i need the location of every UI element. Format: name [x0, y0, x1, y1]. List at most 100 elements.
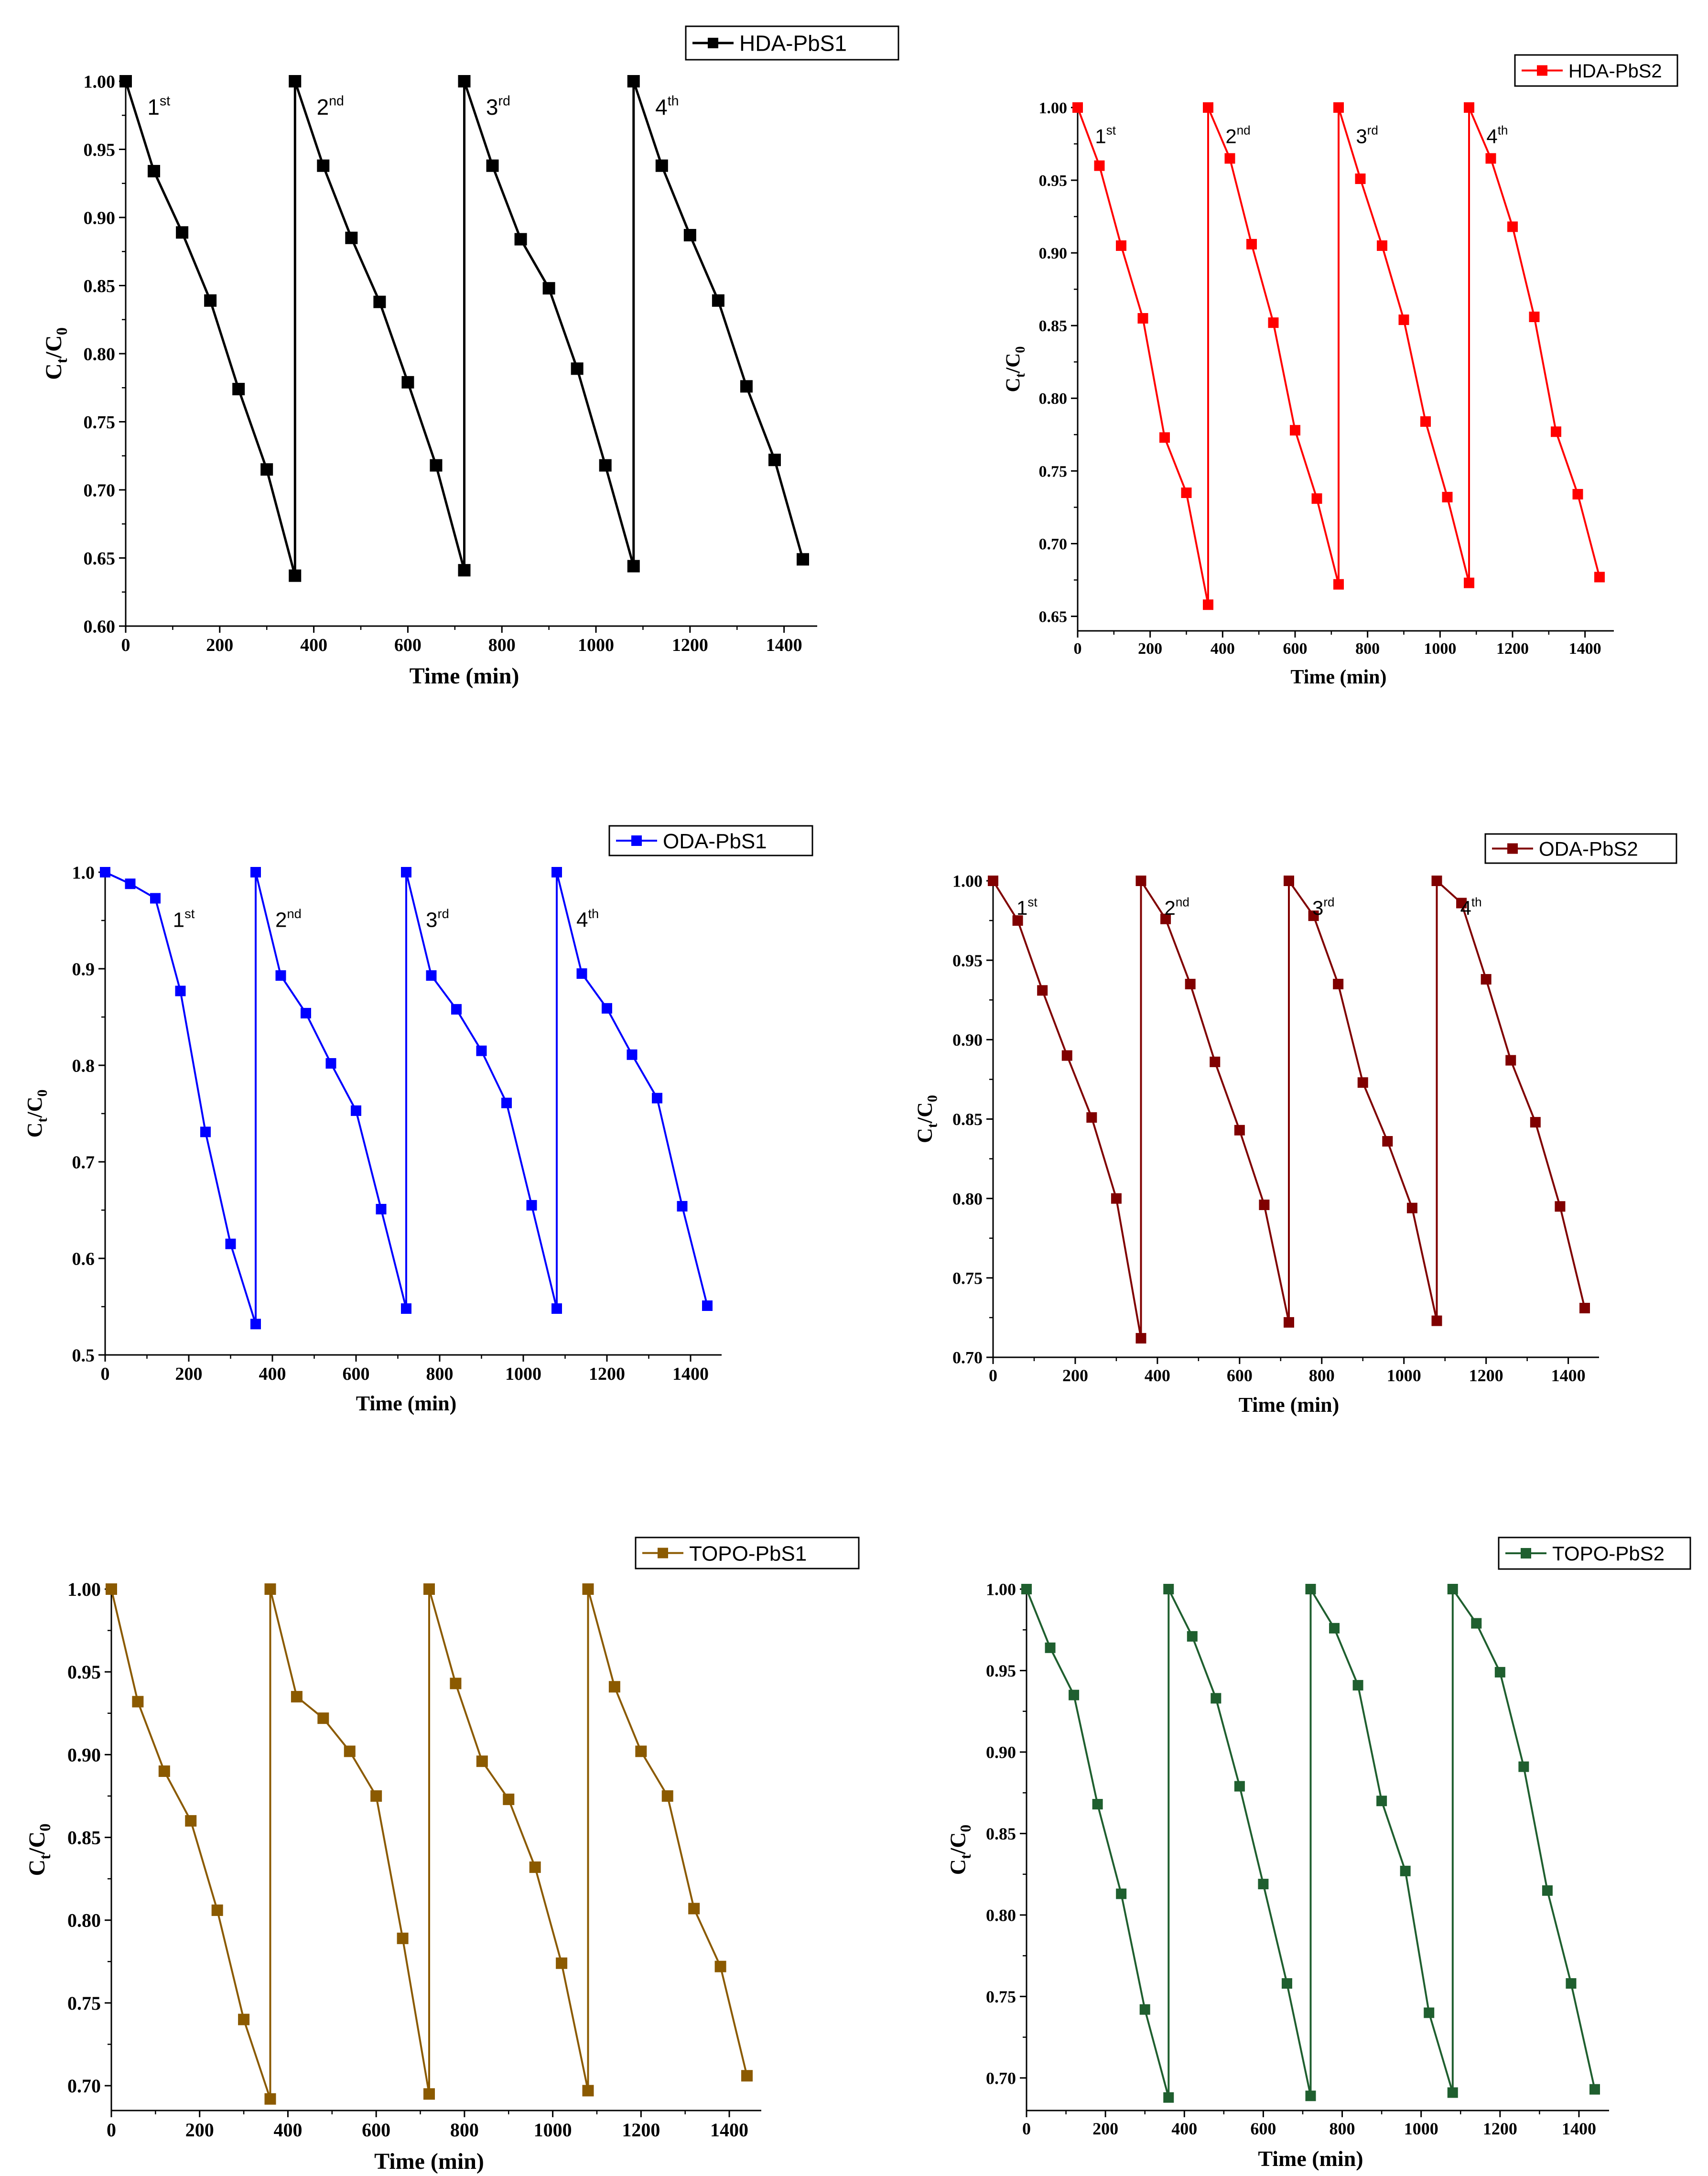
- cycle-label: 2nd: [1164, 895, 1189, 919]
- data-point: [599, 459, 612, 472]
- cycle-label: 1st: [173, 906, 195, 931]
- data-point: [100, 867, 110, 877]
- x-tick-label: 1000: [505, 1364, 541, 1384]
- cycle-label-suffix: nd: [329, 94, 344, 109]
- x-tick-label: 1200: [1496, 640, 1529, 658]
- data-point: [1355, 173, 1366, 184]
- y-axis-title-sub-0: 0: [34, 1090, 50, 1097]
- cycle-label-number: 3: [486, 95, 498, 119]
- cycle-label-number: 1: [1016, 897, 1027, 919]
- data-point: [1305, 2090, 1316, 2101]
- cycle-label: 2nd: [317, 94, 344, 119]
- data-point: [529, 1861, 541, 1873]
- cycle-label-number: 2: [1225, 125, 1236, 147]
- data-point: [325, 1058, 336, 1069]
- y-tick-label: 1.0: [72, 863, 95, 883]
- data-point: [1420, 416, 1431, 427]
- data-point: [401, 867, 411, 877]
- data-point: [741, 2070, 753, 2082]
- y-axis-title-slash: /C: [24, 1831, 50, 1855]
- cycle-label-suffix: st: [160, 94, 170, 109]
- data-point: [1447, 2087, 1458, 2098]
- y-axis-title-sub-t: t: [1013, 373, 1028, 378]
- x-tick-label: 200: [185, 2119, 214, 2141]
- data-point: [677, 1201, 688, 1212]
- series-line-topo-pbs2: [1026, 1588, 1596, 2099]
- x-tick-label: 400: [273, 2119, 302, 2141]
- y-axis-title-c: C: [41, 363, 66, 380]
- cycle-label-suffix: th: [1498, 123, 1508, 138]
- data-point: [148, 165, 161, 178]
- data-point: [250, 1319, 261, 1330]
- data-point: [1268, 317, 1279, 328]
- data-point: [1305, 1584, 1316, 1594]
- data-point: [1163, 2092, 1174, 2103]
- y-axis-title: Ct/C0: [23, 1090, 50, 1138]
- y-axis-title: Ct/C0: [946, 1825, 974, 1875]
- x-tick-label: 0: [101, 1364, 110, 1384]
- legend-swatch-marker: [631, 835, 642, 846]
- legend-frame: [1484, 833, 1677, 864]
- data-point: [423, 1583, 435, 1595]
- x-axis-title: Time (min): [1239, 1393, 1340, 1417]
- y-tick-label: 0.75: [952, 1268, 983, 1288]
- data-point: [423, 2088, 435, 2100]
- data-point: [185, 1815, 197, 1827]
- data-point: [401, 376, 414, 389]
- cycle-label-number: 1: [147, 95, 160, 119]
- data-point: [211, 1904, 223, 1916]
- x-tick-label: 800: [488, 635, 516, 655]
- data-point: [526, 1200, 537, 1211]
- data-point: [264, 2093, 276, 2105]
- data-point: [1518, 1761, 1529, 1772]
- data-point: [1442, 492, 1453, 503]
- cycle-label: 3rd: [486, 94, 510, 119]
- data-point: [1456, 898, 1467, 909]
- y-axis-title-sub-t: t: [925, 1123, 940, 1128]
- data-point: [1357, 1077, 1368, 1088]
- x-tick-label: 400: [1171, 2119, 1197, 2138]
- data-point: [1333, 579, 1344, 590]
- y-tick-label: 0.8: [72, 1056, 95, 1076]
- data-point: [1464, 577, 1474, 588]
- y-tick-label: 0.60: [84, 617, 116, 637]
- data-point: [1211, 1693, 1222, 1704]
- cycle-label-suffix: rd: [437, 906, 449, 921]
- data-point: [556, 1957, 568, 1969]
- data-point: [1542, 1885, 1553, 1896]
- data-point: [225, 1238, 236, 1249]
- x-axis-title: Time (min): [1258, 2146, 1363, 2171]
- y-axis-title-c: C: [24, 1860, 50, 1876]
- data-point: [1579, 1302, 1590, 1313]
- data-point: [458, 75, 471, 87]
- data-point: [1284, 876, 1294, 886]
- x-tick-label: 800: [1355, 640, 1380, 658]
- data-point: [1246, 238, 1257, 249]
- x-tick-label: 1400: [1551, 1366, 1586, 1385]
- y-axis-title-sub-t: t: [37, 1854, 54, 1860]
- cycle-label-suffix: rd: [1323, 895, 1334, 909]
- data-point: [1333, 102, 1344, 113]
- y-tick-label: 0.5: [72, 1345, 95, 1365]
- x-axis-title: Time (min): [374, 2149, 484, 2174]
- y-tick-label: 0.75: [84, 412, 116, 433]
- x-tick-label: 1400: [672, 1364, 709, 1384]
- data-point: [712, 294, 724, 307]
- x-tick-label: 600: [394, 635, 422, 655]
- data-point: [351, 1105, 361, 1116]
- data-point: [132, 1696, 144, 1708]
- x-tick-label: 800: [450, 2119, 479, 2141]
- cycle-label-number: 3: [1312, 897, 1323, 919]
- data-point: [635, 1745, 647, 1757]
- data-point: [1137, 313, 1148, 324]
- data-point: [450, 1678, 462, 1689]
- y-tick-label: 0.70: [1039, 535, 1068, 553]
- data-point: [1507, 221, 1518, 232]
- x-tick-label: 400: [300, 635, 327, 655]
- data-point: [582, 2085, 594, 2097]
- data-point: [542, 282, 555, 295]
- y-tick-label: 0.85: [986, 1824, 1016, 1843]
- cycle-label-suffix: nd: [287, 906, 301, 921]
- cycle-label: 3rd: [1312, 895, 1335, 919]
- data-point: [1135, 1333, 1146, 1344]
